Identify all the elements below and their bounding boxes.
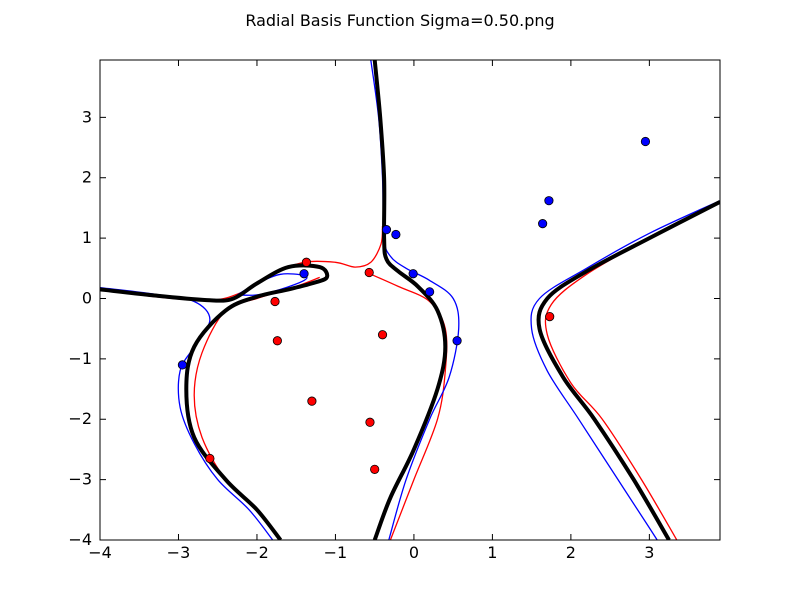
point-series0-3 [381,225,392,235]
y-tick-label-1: −3 [68,470,92,489]
point-series0-2 [538,219,548,229]
point-series1-7 [365,417,375,427]
margin-b-curve-1 [366,271,448,540]
x-tick-label-3: −1 [324,543,348,562]
x-tick-label-1: −3 [167,543,191,562]
y-tick-label-6: 2 [82,168,92,187]
plot-frame [99,59,721,541]
margin-b-curve-3 [544,201,720,540]
boundary-curve-0 [372,60,448,540]
point-series0-6 [425,287,435,297]
point-series1-9 [370,464,380,474]
boundary-curve-2 [536,200,720,540]
point-series0-9 [177,360,188,370]
chart-title: Radial Basis Function Sigma=0.50.png [245,11,554,30]
point-series0-8 [299,269,309,279]
point-series1-2 [270,296,280,307]
point-series1-6 [545,312,555,322]
x-tick-label-6: 2 [566,543,576,562]
y-tick-label-2: −2 [68,409,92,428]
point-series1-0 [301,257,312,267]
point-series0-1 [544,196,554,206]
point-series0-5 [408,269,418,279]
decision-curves [100,60,720,540]
point-series0-0 [640,136,651,147]
y-tick-label-7: 3 [82,107,92,126]
margin-b-curve-0 [100,225,384,302]
axis-ticks: −4 −3 −2 −1 0 1 2 3 −4 −3 −2 −1 0 1 2 3 [68,60,720,562]
x-tick-label-5: 1 [487,543,497,562]
point-series1-3 [377,330,388,340]
margin-b-curve-2 [193,276,320,540]
margin-a-curve-3 [530,200,720,540]
y-tick-label-5: 1 [82,228,92,247]
margin-a-curve-0 [370,60,460,540]
point-series0-7 [452,336,462,346]
x-tick-label-0: −4 [88,543,112,562]
data-points [177,136,651,474]
boundary-curve-1 [100,263,330,540]
y-tick-label-0: −4 [68,530,92,549]
point-series1-8 [205,453,215,464]
point-series1-5 [307,396,317,406]
y-tick-label-3: −1 [68,349,92,368]
x-tick-label-4: 0 [409,543,419,562]
point-series1-4 [272,336,282,346]
y-tick-label-4: 0 [82,288,92,307]
point-series1-1 [364,267,374,278]
x-tick-label-2: −2 [245,543,269,562]
x-tick-label-7: 3 [644,543,654,562]
point-series0-4 [391,229,401,240]
